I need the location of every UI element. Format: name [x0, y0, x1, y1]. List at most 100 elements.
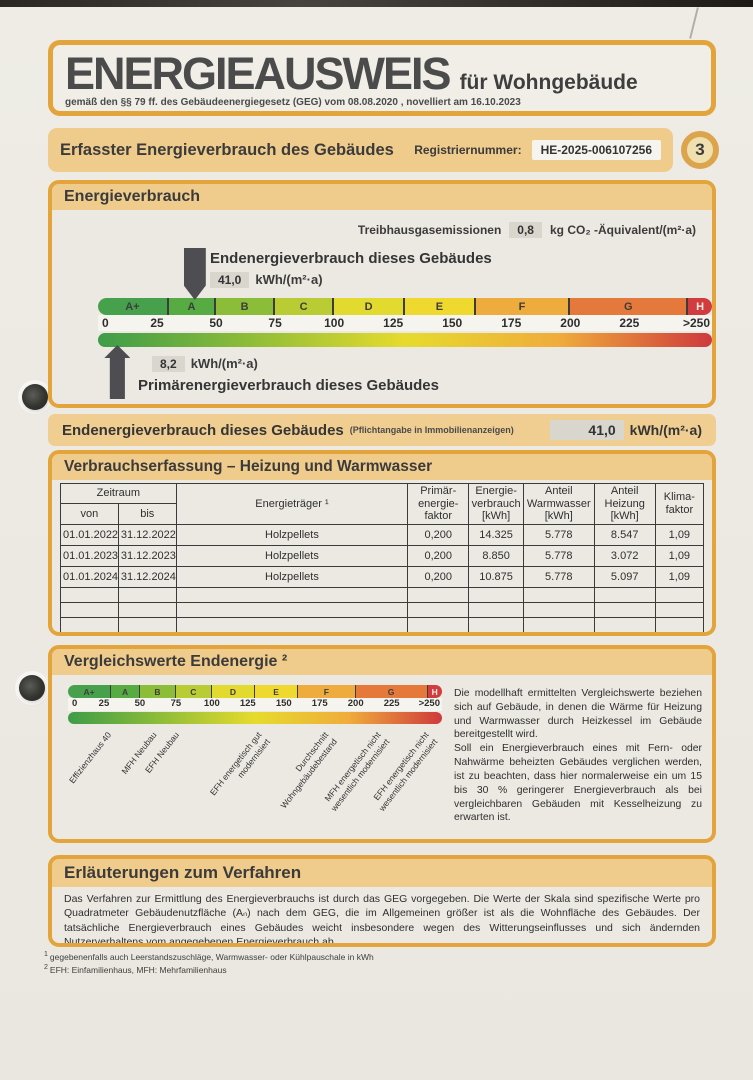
table-cell-empty [117, 586, 177, 603]
scale-class-b: B [216, 298, 276, 315]
end-energy-unit: kWh/(m²·a) [255, 272, 323, 287]
scale-tick-row: 0 25 50 75 100 125 150 175 200 225 >250 [68, 698, 442, 711]
table-cell: 1,09 [654, 565, 705, 588]
end-energy-label: Endenergieverbrauch dieses Gebäudes [210, 250, 492, 267]
table-cell-empty [60, 601, 119, 618]
scale-class-a: A [111, 685, 140, 698]
ghg-value: 0,8 [509, 222, 542, 238]
table-cell: 01.01.2023 [60, 544, 119, 567]
scale-class-h: H [427, 685, 442, 698]
scale-tick: 100 [203, 698, 220, 709]
table-cell: 14.325 [468, 523, 524, 546]
table-cell-empty [522, 586, 595, 603]
energy-section-title: Energieverbrauch [64, 188, 201, 205]
explanation-section-title: Erläuterungen zum Verfahren [64, 863, 302, 882]
scale-class-c: C [175, 685, 212, 698]
footnote: 2 EFH: Einfamilienhaus, MFH: Mehrfamilien… [44, 964, 374, 975]
table-section-header: Verbrauchserfassung – Heizung und Warmwa… [52, 454, 712, 480]
table-cell: 01.01.2024 [60, 565, 119, 588]
registration-label: Registriernummer: [414, 143, 522, 157]
table-cell-empty [60, 586, 119, 603]
scale-tick: 200 [347, 698, 364, 709]
table-cell: 10.875 [468, 565, 524, 588]
scale-tick: 100 [324, 316, 345, 330]
primary-energy-unit: kWh/(m²·a) [190, 356, 258, 371]
table-cell: 8.850 [468, 544, 524, 567]
scale-tick: 150 [442, 316, 463, 330]
table-cell-empty [60, 616, 119, 632]
table-cell: 01.01.2022 [60, 523, 119, 546]
col-header-pef: Primär- energie- faktor [407, 483, 470, 525]
scale-class-b: B [139, 685, 176, 698]
scale-tick: 175 [501, 316, 522, 330]
legal-reference: gemäß den §§ 79 ff. des Gebäudeenergiege… [65, 97, 521, 108]
comparison-label: EFH energetisch gut modernisiert [207, 730, 272, 805]
scale-class-g: G [355, 685, 428, 698]
end-energy-value-line: 41,0 kWh/(m²·a) [210, 272, 323, 288]
ghg-emissions-line: Treibhausgasemissionen 0,8 kg CO₂ -Äquiv… [358, 222, 696, 238]
document-title: ENERGIEAUSWEIS [65, 48, 452, 99]
footnote-marker: 1 [44, 951, 48, 958]
footnotes: 1 gegebenenfalls auch Leerstandszuschläge… [44, 951, 374, 977]
table-cell: 31.12.2024 [117, 565, 177, 588]
scale-tick: 175 [311, 698, 328, 709]
table-row-empty [60, 601, 705, 618]
consumption-table-section: Verbrauchserfassung – Heizung und Warmwa… [48, 450, 716, 636]
scale-class-g: G [570, 298, 689, 315]
col-header-heizung: Anteil Heizung [kWh] [593, 483, 656, 525]
col-header-energietraeger: Energieträger ¹ [175, 483, 409, 525]
scale-tick: 0 [102, 316, 109, 330]
scale-gradient-bar [68, 712, 442, 724]
scale-tick: 50 [134, 698, 146, 709]
scale-tick: >250 [418, 698, 440, 709]
summary-note: (Pflichtangabe in Immobilienanzeigen) [349, 425, 514, 435]
table-cell: Holzpellets [175, 565, 409, 588]
summary-label: Endenergieverbrauch dieses Gebäudes [62, 421, 344, 439]
scale-tick-row: 0 25 50 75 100 125 150 175 200 225 >250 [98, 315, 712, 331]
scale-tick: >250 [682, 316, 710, 330]
table-cell: 1,09 [654, 523, 705, 546]
energy-scale: A+ A B C D E F G H 0 25 50 75 100 125 150 175 200 225 >250 [98, 248, 712, 399]
scale-tick: 225 [619, 316, 640, 330]
primary-energy-value-line: 8,2 kWh/(m²·a) [152, 356, 258, 372]
table-cell-empty [468, 586, 524, 603]
scale-class-c: C [275, 298, 335, 315]
table-cell: 0,200 [407, 565, 470, 588]
table-cell-empty [117, 601, 177, 618]
table-row: 01.01.2022 31.12.2022 Holzpellets 0,200 14.3… [60, 523, 705, 546]
scale-tick: 50 [209, 316, 223, 330]
table-cell: 3.072 [593, 544, 656, 567]
table-cell-empty [593, 616, 656, 632]
footnote-text: gegebenenfalls auch Leerstandszuschläge,… [49, 951, 374, 962]
ghg-unit: kg CO₂ -Äquivalent/(m²·a) [549, 223, 696, 237]
scale-tick: 25 [98, 698, 110, 709]
consumption-table: Zeitraum Energieträger ¹ Primär- energie… [60, 482, 705, 632]
table-cell-empty [593, 586, 656, 603]
end-energy-arrow-marker [183, 248, 206, 300]
comparison-paragraph: Soll ein Energieverbrauch eines mit Fern… [454, 743, 702, 824]
comparison-label-line: Effizienzhaus 40 [67, 730, 114, 786]
table-row-empty [60, 586, 705, 603]
footnote-text: EFH: Einfamilienhaus, MFH: Mehrfamilienh… [49, 964, 227, 975]
scale-gradient-bar [98, 333, 712, 347]
document-title-suffix: für Wohngebäude [459, 71, 638, 94]
scale-class-row: A+ A B C D E F G H [98, 298, 712, 315]
col-header-verbrauch: Energie- verbrauch [kWh] [468, 483, 524, 525]
comparison-scale: A+ A B C D E F G H 0 25 50 75 100 125 150 175 200 225 >250 [68, 685, 442, 724]
scale-tick: 125 [383, 316, 404, 330]
page-number: 3 [695, 140, 705, 159]
table-cell: 31.12.2023 [117, 544, 177, 567]
registration-number: HE-2025-006107256 [531, 140, 661, 160]
table-cell-empty [117, 616, 177, 632]
footnote: 1 gegebenenfalls auch Leerstandszuschläge… [44, 951, 374, 962]
table-cell-empty [407, 586, 470, 603]
comparison-text: Die modellhaft ermittelten Vergleichswer… [454, 687, 702, 825]
table-cell-empty [468, 601, 524, 618]
scale-class-a+: A+ [68, 685, 112, 698]
energy-section-header: Energieverbrauch [52, 184, 712, 210]
page-corner-line [689, 7, 699, 39]
table-cell: 8.547 [593, 523, 656, 546]
end-energy-value: 41,0 [210, 272, 250, 288]
table-cell-empty [468, 616, 524, 632]
table-row: 01.01.2024 31.12.2024 Holzpellets 0,200 10.8… [60, 565, 705, 588]
